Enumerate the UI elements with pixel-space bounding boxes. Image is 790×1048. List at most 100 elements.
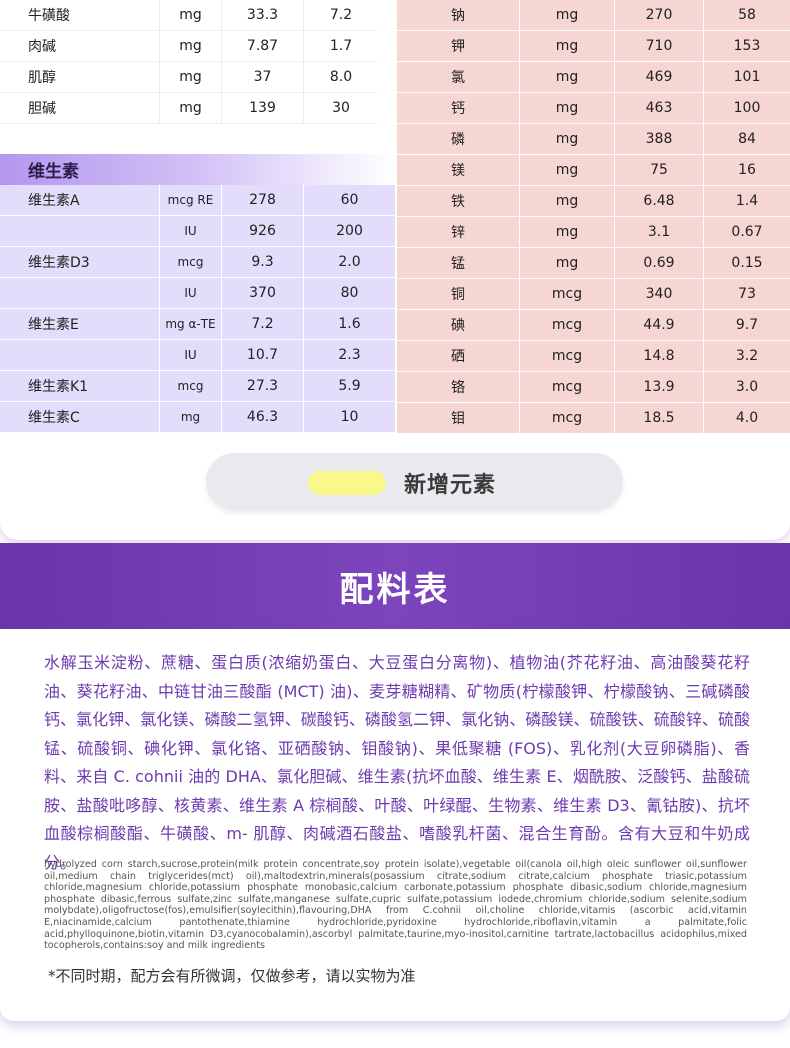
value-per-100kcal: 80 — [340, 285, 359, 301]
nutrient-unit: IU — [160, 216, 222, 246]
nutrient-name: 钙 — [397, 93, 520, 123]
vitamin-row: IU 370 80 — [0, 278, 395, 309]
value-per-100kcal: 2.3 — [338, 347, 361, 363]
value-per-100g: 710 — [615, 31, 704, 61]
value-per-100kcal: 3.2 — [735, 348, 759, 364]
mineral-row: 锌 mg 3.1 0.67 — [397, 217, 790, 248]
value-per-100g: 44.9 — [615, 310, 704, 340]
value-per-100g: 7.2 — [222, 309, 304, 339]
mineral-row: 钙 mg 463 100 — [397, 93, 790, 124]
nutrient-name: 钾 — [397, 31, 520, 61]
nutrient-name — [0, 340, 160, 370]
nutrient-name — [0, 278, 160, 308]
value-per-100kcal: 2.0 — [338, 254, 361, 270]
nutrient-name: 维生素C — [0, 402, 160, 432]
nutrient-unit: mcg RE — [160, 185, 222, 215]
mineral-row: 钠 mg 270 58 — [397, 0, 790, 31]
nutrient-name: 维生素A — [0, 185, 160, 215]
value-per-100kcal: 1.7 — [329, 38, 353, 54]
value-per-100kcal: 4.0 — [735, 410, 759, 426]
nutrient-name: 胆碱 — [0, 93, 160, 123]
new-element-legend: 新增元素 — [206, 453, 623, 510]
nutrient-name: 锰 — [397, 248, 520, 278]
nutrient-unit: IU — [160, 340, 222, 370]
value-per-100g: 6.48 — [615, 186, 704, 216]
nutrient-name: 镁 — [397, 155, 520, 185]
value-per-100g: 18.5 — [615, 403, 704, 433]
nutrient-unit: mg α-TE — [160, 309, 222, 339]
vitamin-row: 维生素A mcg RE 278 60 — [0, 185, 395, 216]
value-per-100kcal: 5.9 — [338, 378, 361, 394]
value-per-100kcal: 58 — [738, 7, 756, 23]
nutrient-unit: mcg — [520, 279, 615, 309]
value-per-100g: 278 — [222, 185, 304, 215]
value-per-100g: 13.9 — [615, 372, 704, 402]
table-row: 胆碱 mg 139 30 — [0, 93, 378, 124]
mineral-row: 氯 mg 469 101 — [397, 62, 790, 93]
value-per-100kcal: 60 — [340, 192, 359, 208]
nutrient-name: 肌醇 — [0, 62, 160, 92]
vitamin-row: IU 926 200 — [0, 216, 395, 247]
nutrient-unit: mcg — [520, 310, 615, 340]
nutrient-unit: mcg — [520, 341, 615, 371]
vitamin-section-title: 维生素 — [28, 162, 79, 182]
nutrient-name: 钼 — [397, 403, 520, 433]
nutrient-name — [0, 216, 160, 246]
value-per-100g: 926 — [222, 216, 304, 246]
mineral-row: 铁 mg 6.48 1.4 — [397, 186, 790, 217]
mineral-row: 铜 mcg 340 73 — [397, 279, 790, 310]
vitamin-section-header: 维生素 — [0, 154, 395, 185]
value-per-100kcal: 200 — [336, 223, 363, 239]
table-row: 牛磺酸 mg 33.3 7.2 — [0, 0, 378, 31]
value-per-100g: 37 — [222, 62, 304, 92]
value-per-100kcal: 100 — [733, 100, 761, 116]
nutrition-table-card: 牛磺酸 mg 33.3 7.2 肉碱 mg 7.87 1.7 肌醇 mg 37 8.0 胆碱 mg 139 3… — [0, 0, 790, 510]
value-per-100kcal: 0.67 — [731, 224, 763, 240]
nutrient-name: 铁 — [397, 186, 520, 216]
nutrient-name: 钠 — [397, 0, 520, 30]
value-per-100g: 10.7 — [222, 340, 304, 370]
mineral-row: 镁 mg 75 16 — [397, 155, 790, 186]
nutrient-unit: mg — [520, 155, 615, 185]
value-per-100kcal: 16 — [738, 162, 756, 178]
value-per-100kcal: 8.0 — [329, 69, 353, 85]
nutrient-name: 磷 — [397, 124, 520, 154]
value-per-100kcal: 1.6 — [338, 316, 361, 332]
vitamin-row: 维生素D3 mcg 9.3 2.0 — [0, 247, 395, 278]
nutrient-unit: mg — [520, 62, 615, 92]
nutrient-name: 锌 — [397, 217, 520, 247]
mineral-row: 铬 mcg 13.9 3.0 — [397, 372, 790, 403]
nutrient-name: 硒 — [397, 341, 520, 371]
formula-change-note: *不同时期，配方会有所微调，仅做参考，请以实物为准 — [48, 967, 416, 985]
table-row: 肌醇 mg 37 8.0 — [0, 62, 378, 93]
value-per-100g: 270 — [615, 0, 704, 30]
nutrient-unit: mg — [160, 93, 222, 123]
value-per-100g: 9.3 — [222, 247, 304, 277]
value-per-100g: 3.1 — [615, 217, 704, 247]
nutrient-name: 维生素K1 — [0, 371, 160, 401]
value-per-100kcal: 0.15 — [731, 255, 763, 271]
nutrient-unit: mg — [520, 248, 615, 278]
value-per-100g: 463 — [615, 93, 704, 123]
nutrient-unit: mg — [160, 402, 222, 432]
value-per-100g: 27.3 — [222, 371, 304, 401]
nutrient-unit: mcg — [520, 403, 615, 433]
nutrient-name: 维生素D3 — [0, 247, 160, 277]
nutrient-unit: mcg — [520, 372, 615, 402]
ingredients-title: 配料表 — [339, 569, 451, 610]
new-element-label: 新增元素 — [404, 473, 497, 498]
nutrient-unit: mg — [520, 93, 615, 123]
vitamin-row: IU 10.7 2.3 — [0, 340, 395, 371]
nutrient-unit: mg — [520, 31, 615, 61]
nutrient-unit: mg — [520, 0, 615, 30]
value-per-100g: 139 — [222, 93, 304, 123]
nutrient-unit: mg — [160, 0, 222, 30]
nutrient-unit: mg — [520, 217, 615, 247]
nutrient-name: 牛磺酸 — [0, 0, 160, 30]
mineral-row: 钼 mcg 18.5 4.0 — [397, 403, 790, 434]
value-per-100kcal: 7.2 — [329, 7, 353, 23]
nutrient-unit: IU — [160, 278, 222, 308]
nutrient-name: 维生素E — [0, 309, 160, 339]
nutrient-unit: mg — [520, 186, 615, 216]
ingredients-header-band: 配料表 — [0, 543, 790, 629]
